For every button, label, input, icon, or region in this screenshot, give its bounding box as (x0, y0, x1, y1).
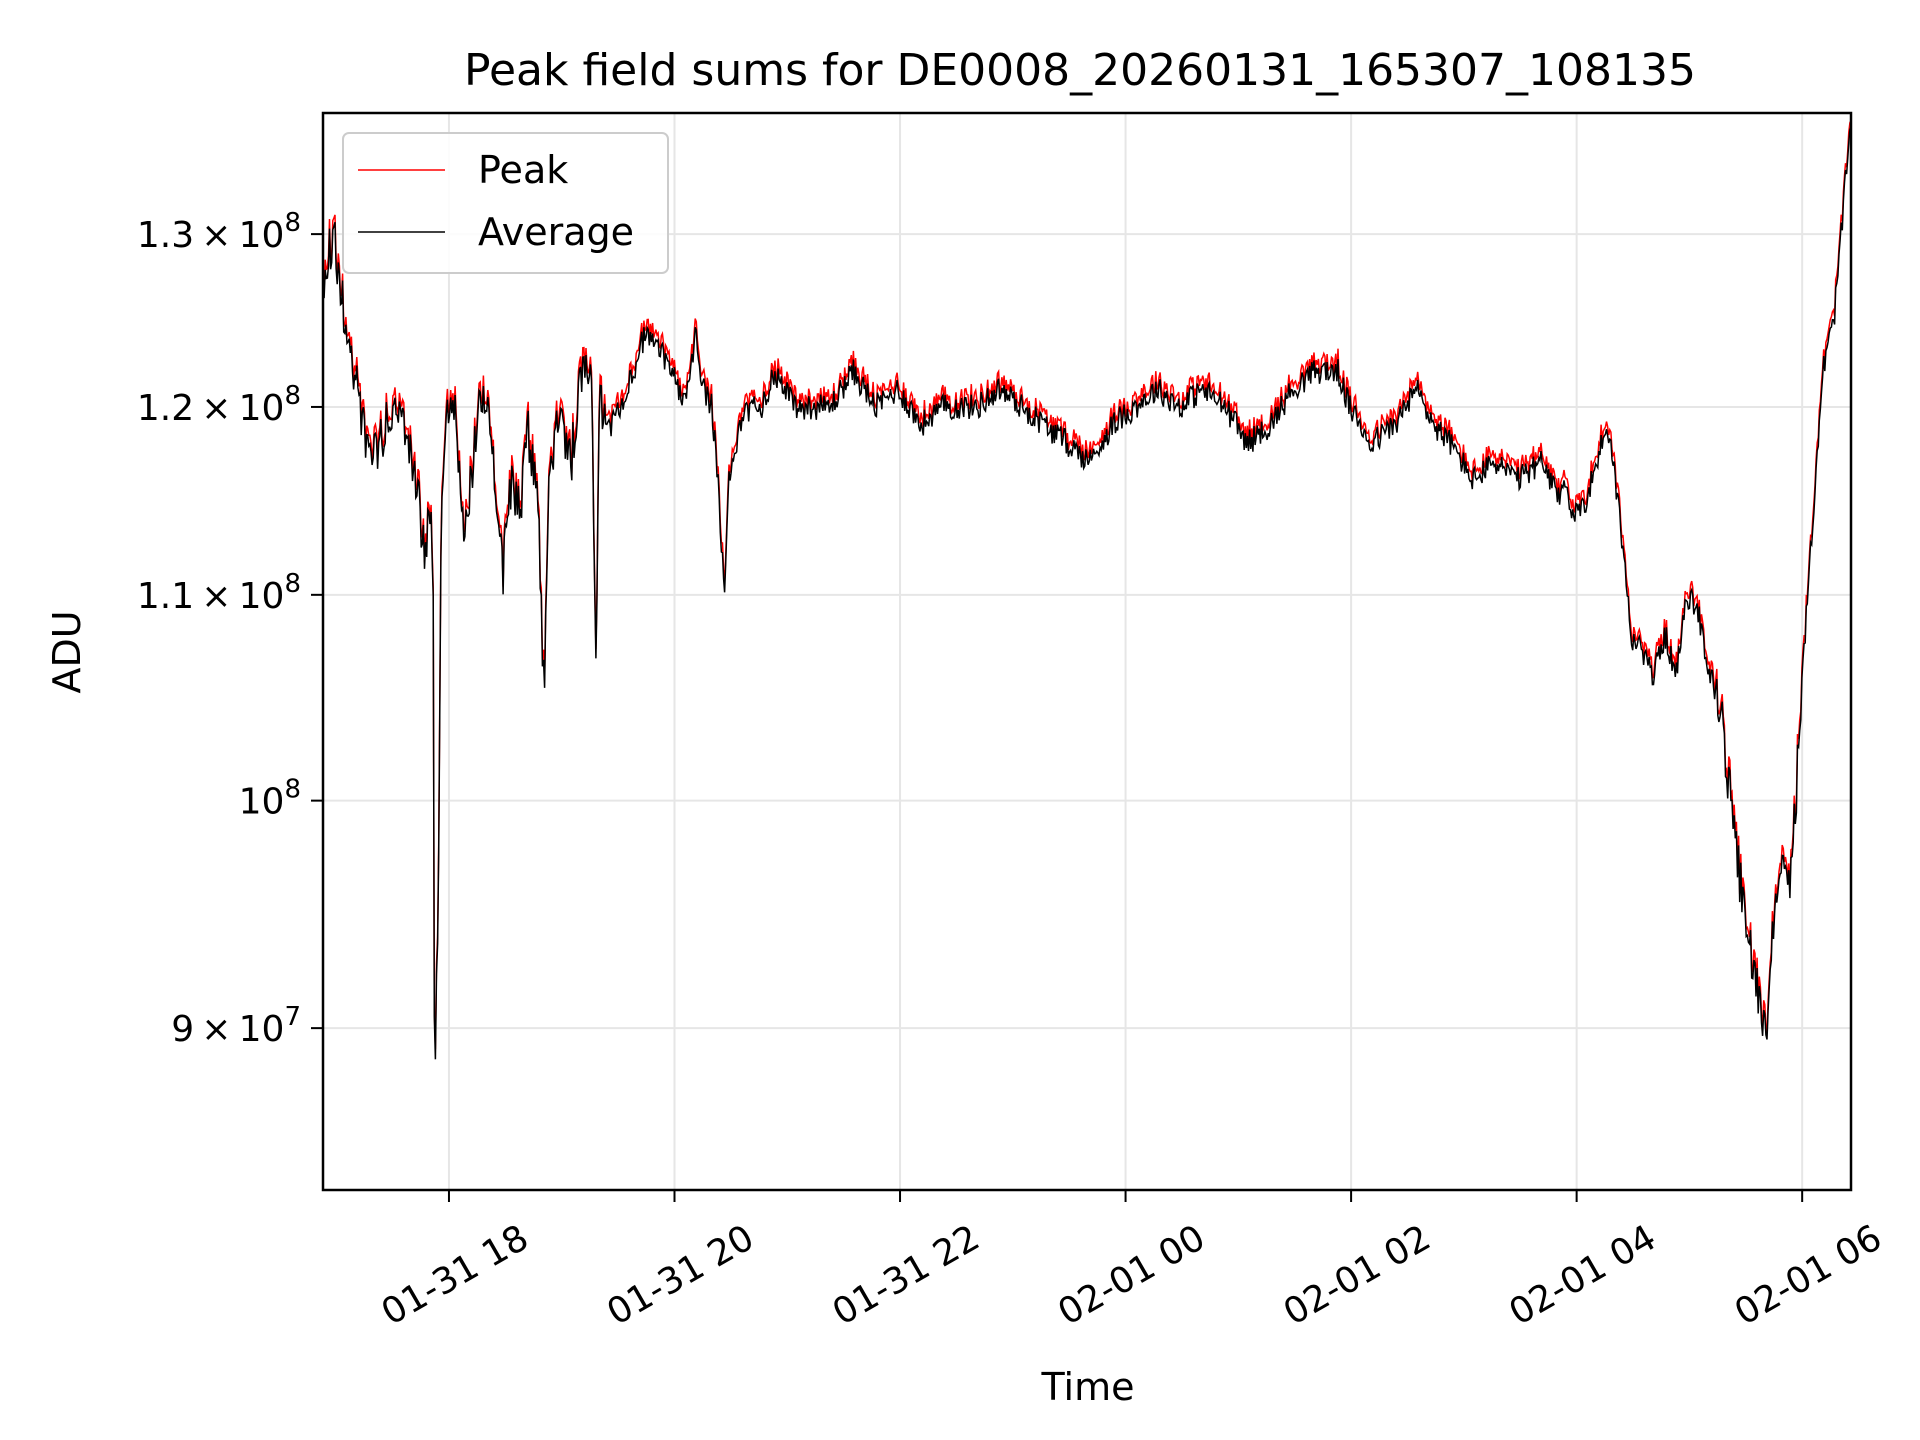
x-tick-label: 02-01 06 (1728, 1217, 1889, 1333)
series-lines (322, 119, 1852, 1060)
legend-box (342, 132, 669, 274)
legend: Peak Average (342, 132, 669, 274)
y-tick-label: 1.2 × 108 (137, 381, 301, 429)
y-tick-label: 1.3 × 108 (137, 208, 301, 256)
x-tick-label: 02-01 02 (1277, 1217, 1438, 1333)
x-tick-label: 01-31 18 (375, 1217, 536, 1333)
y-tick-label: 108 (239, 775, 301, 823)
chart-title: Peak field sums for DE0008_20260131_1653… (464, 45, 1696, 96)
y-axis: 9 × 107 108 1.1 × 108 1.2 × 108 1.3 × 108 (137, 208, 323, 1050)
x-tick-label: 01-31 22 (826, 1217, 987, 1333)
x-tick-label: 02-01 00 (1051, 1217, 1212, 1333)
x-tick-label: 02-01 04 (1502, 1217, 1663, 1333)
x-axis: 01-31 18 01-31 20 01-31 22 02-01 00 02-01 02… (375, 1190, 1889, 1334)
legend-average-label: Average (478, 210, 634, 254)
y-tick-label: 9 × 107 (171, 1002, 301, 1050)
y-axis-label: ADU (45, 610, 89, 693)
grid-lines (323, 113, 1851, 1190)
plot-frame (321, 111, 1853, 1192)
y-tick-label: 1.1 × 108 (137, 569, 301, 617)
series-average-line (322, 126, 1852, 1060)
x-tick-label: 01-31 20 (600, 1217, 761, 1333)
x-axis-label: Time (1041, 1365, 1135, 1409)
legend-peak-label: Peak (478, 148, 568, 192)
